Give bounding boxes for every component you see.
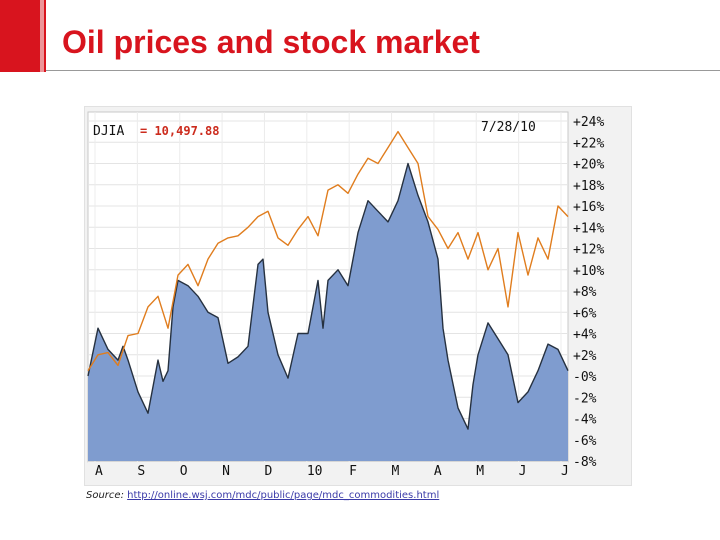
y-tick-label: +8% xyxy=(573,285,597,300)
y-tick-label: +22% xyxy=(573,136,604,151)
y-tick-label: +18% xyxy=(573,179,604,194)
y-tick-label: +6% xyxy=(573,306,597,321)
y-tick-label: -4% xyxy=(573,413,597,428)
oil-price-line xyxy=(87,130,569,372)
y-tick-label: -8% xyxy=(573,455,597,470)
x-tick-label: J xyxy=(519,464,527,479)
x-axis-ticks: A S O N D 10 F M A M J J xyxy=(95,464,569,479)
x-tick-label: M xyxy=(476,464,484,479)
x-tick-label: A xyxy=(95,464,103,479)
y-tick-label: +16% xyxy=(573,200,604,215)
x-tick-label: O xyxy=(180,464,188,479)
x-tick-label: D xyxy=(264,464,272,479)
djia-line xyxy=(87,162,569,430)
x-tick-label: F xyxy=(349,464,357,479)
y-tick-label: +14% xyxy=(573,221,604,236)
y-tick-label: -6% xyxy=(573,434,597,449)
source-label: Source: xyxy=(86,490,124,501)
y-tick-label: +10% xyxy=(573,264,604,279)
y-tick-label: +12% xyxy=(573,243,604,258)
y-tick-label: +24% xyxy=(573,115,604,130)
x-tick-label: S xyxy=(137,464,145,479)
source-note: Source: http://online.wsj.com/mdc/public… xyxy=(86,490,439,501)
y-tick-label: +4% xyxy=(573,328,597,343)
x-tick-label: M xyxy=(392,464,400,479)
title-accent-stripe xyxy=(40,0,44,72)
y-axis-ticks: +24% +22% +20% +18% +16% +14% +12% +10% +8% +6% +4… xyxy=(573,115,604,470)
x-tick-label: 10 xyxy=(307,464,323,479)
x-tick-label: N xyxy=(222,464,230,479)
x-tick-label: J xyxy=(561,464,569,479)
x-tick-label: A xyxy=(434,464,442,479)
y-tick-label: +2% xyxy=(573,349,597,364)
title-divider xyxy=(46,70,720,71)
y-tick-label: -0% xyxy=(573,370,597,385)
y-tick-label: -2% xyxy=(573,391,597,406)
title-accent-bar xyxy=(0,0,46,72)
date-label: 7/28/10 xyxy=(481,120,536,135)
source-link[interactable]: http://online.wsj.com/mdc/public/page/md… xyxy=(127,490,440,501)
index-label: DJIA xyxy=(93,124,124,139)
y-tick-label: +20% xyxy=(573,158,604,173)
index-value: = 10,497.88 xyxy=(140,124,219,138)
x-axis-strip xyxy=(88,462,568,482)
djia-area xyxy=(88,163,568,461)
slide-title: Oil prices and stock market xyxy=(62,24,480,60)
